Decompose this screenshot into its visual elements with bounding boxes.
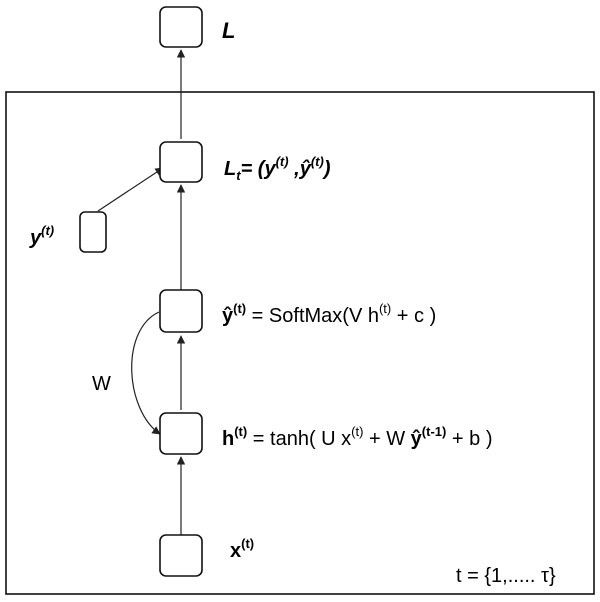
- total-loss-label: L: [222, 18, 235, 43]
- time-range-label: t = {1,..... τ}: [456, 565, 556, 587]
- target-label: y(t): [29, 223, 54, 249]
- edge-target-loss: [97, 167, 164, 212]
- input-label: x(t): [230, 536, 254, 562]
- timestep-frame: [5, 91, 595, 595]
- hidden-node: [159, 412, 203, 455]
- input-node: [159, 534, 203, 577]
- recurrent-edge: [131, 311, 161, 435]
- target-node: [79, 211, 107, 253]
- total-loss-node: [159, 6, 203, 48]
- output-node: [159, 289, 203, 333]
- hidden-equation: h(t) = tanh( U x(t) + W ŷ(t-1) + b ): [222, 424, 492, 450]
- loss-label: Lt= (y(t) ,ŷ(t)): [224, 154, 331, 183]
- output-equation: ŷ(t) = SoftMax(V h(t) + c ): [222, 301, 436, 327]
- recurrent-weight-label: W: [92, 373, 111, 395]
- loss-node: [159, 141, 203, 183]
